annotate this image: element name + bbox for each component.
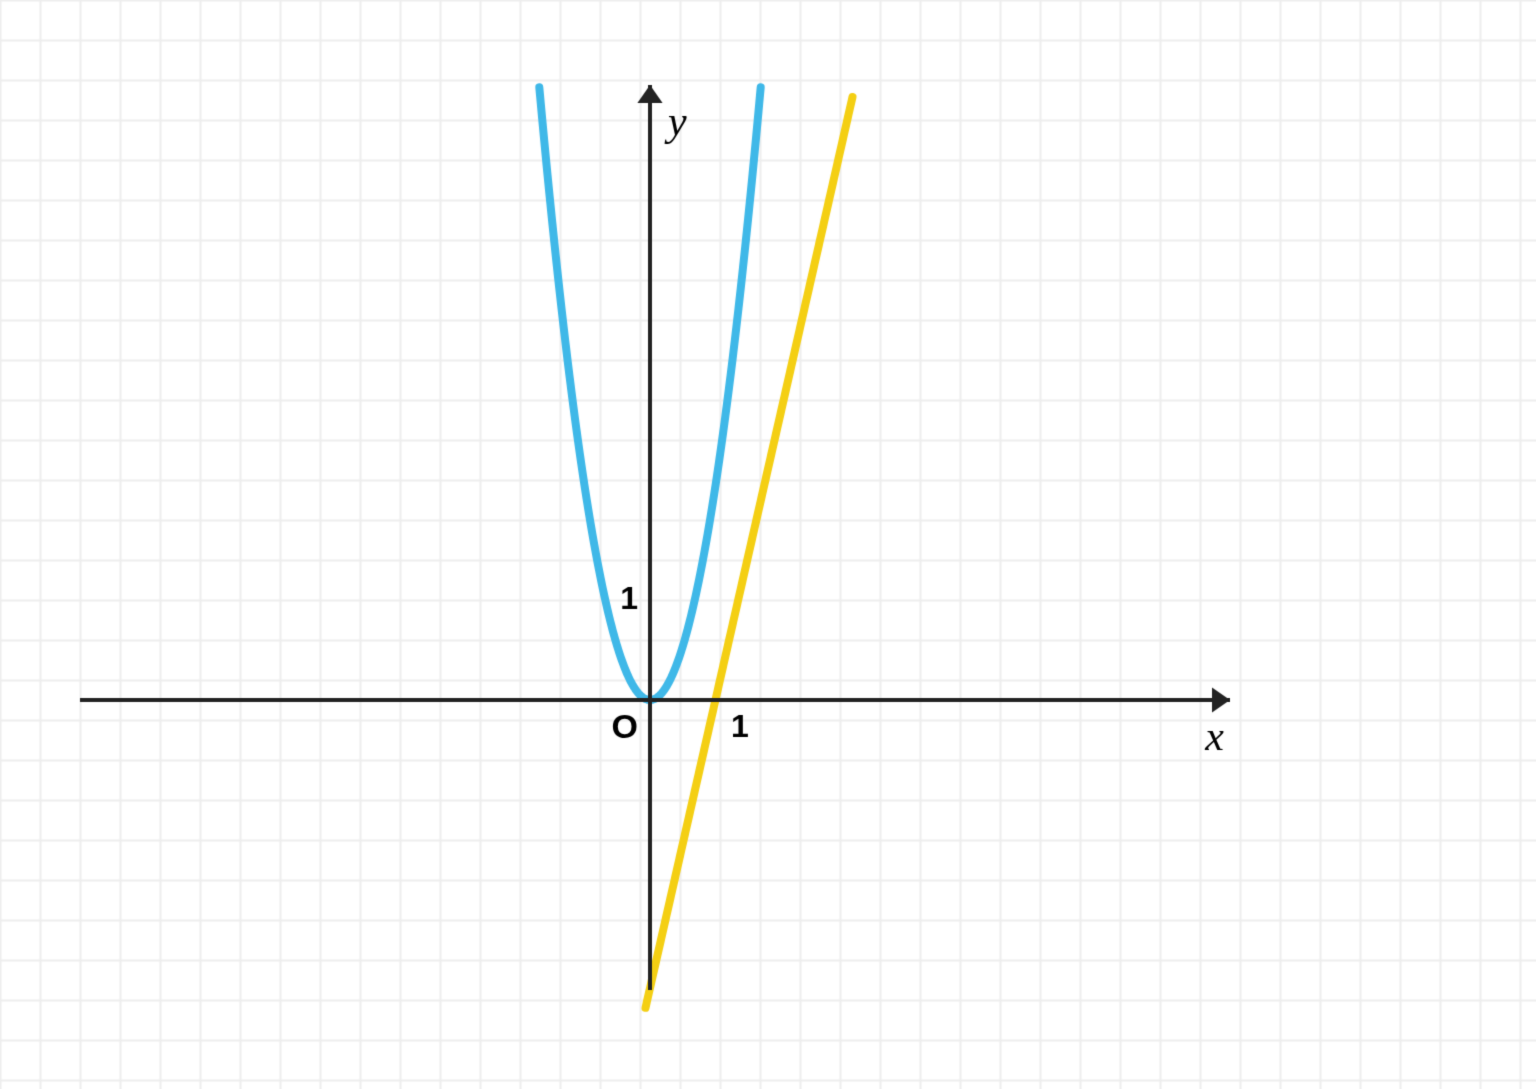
math-chart: [0, 0, 1536, 1089]
